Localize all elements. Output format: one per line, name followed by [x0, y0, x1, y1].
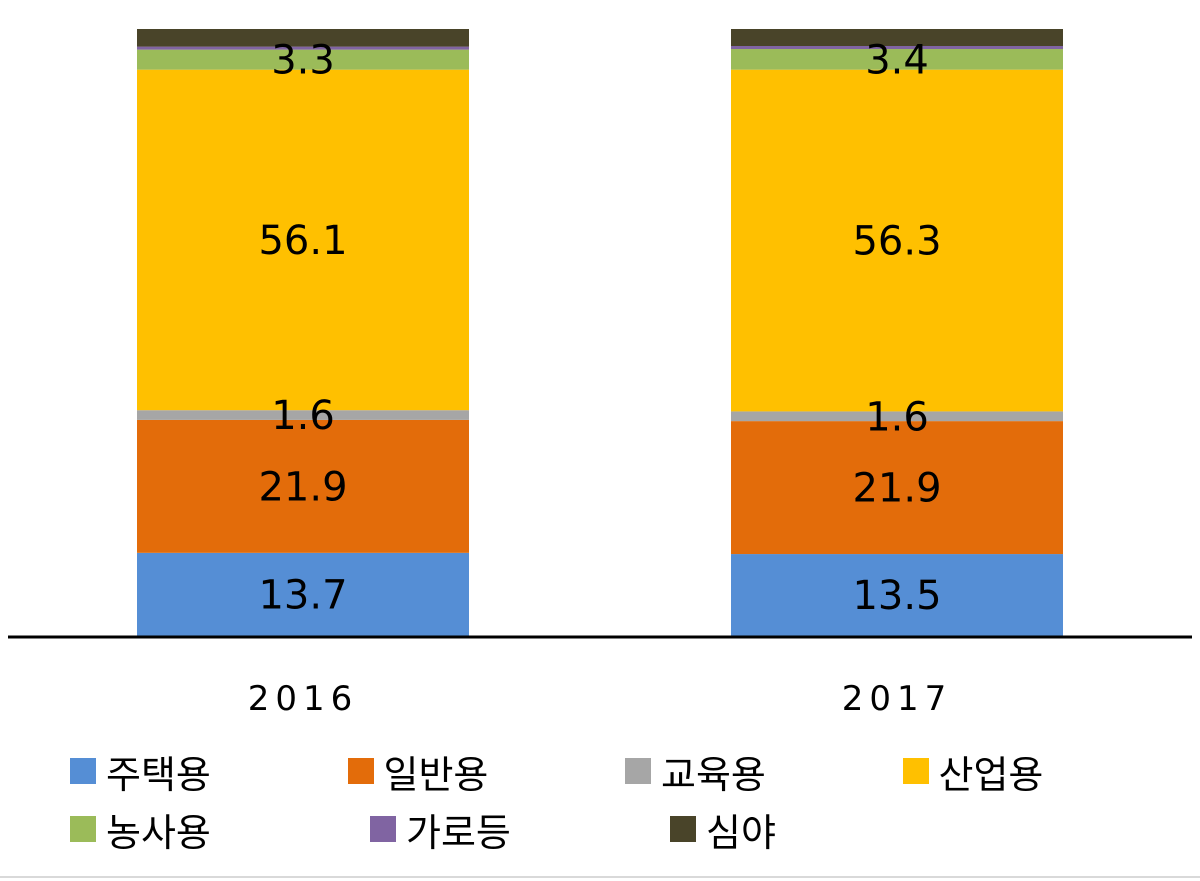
data-label-2017-s0: 13.5: [852, 573, 941, 619]
legend-item-industrial: 산업용: [902, 744, 1181, 799]
bar-segment-2016-s0: [137, 552, 469, 636]
legend-swatch-agricultural: [70, 816, 96, 842]
legend-swatch-housing: [70, 758, 96, 784]
legend-swatch-general: [347, 758, 374, 784]
bar-segment-2016-s2: [137, 410, 469, 420]
data-label-2016-s1: 21.9: [258, 464, 347, 510]
legend-label-night: 심야: [706, 810, 776, 855]
bars-layer: [137, 29, 1063, 636]
legend-item-education: 교육용: [625, 744, 903, 799]
legend-item-streetlight: 가로등: [370, 802, 670, 857]
bar-segment-2017-s2: [731, 411, 1063, 422]
data-label-2017-s1: 21.9: [852, 466, 941, 512]
data-label-2016-s2: 1.6: [271, 393, 335, 439]
bar-segment-2017-s3: [731, 69, 1063, 412]
bar-segment-2017-s5: [731, 45, 1063, 50]
legend-item-agricultural: 농사용: [70, 802, 370, 857]
legend-item-night: 심야: [670, 802, 970, 857]
bar-segment-2017-s6: [731, 29, 1063, 46]
legend: 주택용 일반용 교육용 산업용 농사용 가로등 심야: [70, 742, 1180, 858]
legend-label-housing: 주택용: [106, 752, 211, 797]
legend-swatch-streetlight: [370, 816, 396, 842]
legend-swatch-education: [625, 758, 651, 784]
x-tick-label-2016: 2016: [248, 679, 359, 719]
bar-segment-2016-s3: [137, 69, 469, 411]
data-label-2017-s4: 3.4: [865, 37, 929, 83]
data-label-2016-s4: 3.3: [271, 38, 335, 84]
legend-label-general: 일반용: [383, 752, 489, 797]
legend-label-agricultural: 농사용: [106, 810, 211, 855]
data-label-2017-s3: 56.3: [852, 219, 941, 265]
x-axis-tick-labels: 2016 2017: [248, 679, 953, 719]
legend-item-general: 일반용: [347, 744, 626, 799]
bar-segment-2016-s4: [137, 49, 469, 70]
legend-label-industrial: 산업용: [938, 752, 1044, 797]
bar-segment-2016-s6: [137, 29, 469, 47]
data-label-2016-s3: 56.1: [258, 218, 347, 264]
legend-label-streetlight: 가로등: [406, 810, 511, 855]
data-labels-layer: 13.7 21.9 1.6 56.1 3.3 13.5 21.9 1.6 56.3 3.4: [258, 37, 941, 619]
x-tick-label-2017: 2017: [842, 679, 953, 719]
legend-swatch-night: [670, 816, 696, 842]
bar-segment-2017-s1: [731, 421, 1063, 555]
data-label-2017-s2: 1.6: [865, 394, 929, 440]
bar-segment-2017-s0: [731, 554, 1063, 636]
legend-label-education: 교육용: [661, 752, 766, 797]
bar-segment-2017-s4: [731, 49, 1063, 70]
legend-item-housing: 주택용: [70, 744, 348, 799]
bar-segment-2016-s5: [137, 46, 469, 50]
data-label-2016-s0: 13.7: [258, 572, 347, 618]
legend-row-2: 농사용 가로등 심야: [70, 800, 1180, 858]
bar-segment-2016-s1: [137, 419, 469, 553]
legend-row-1: 주택용 일반용 교육용 산업용: [70, 742, 1180, 800]
legend-swatch-industrial: [902, 758, 929, 784]
